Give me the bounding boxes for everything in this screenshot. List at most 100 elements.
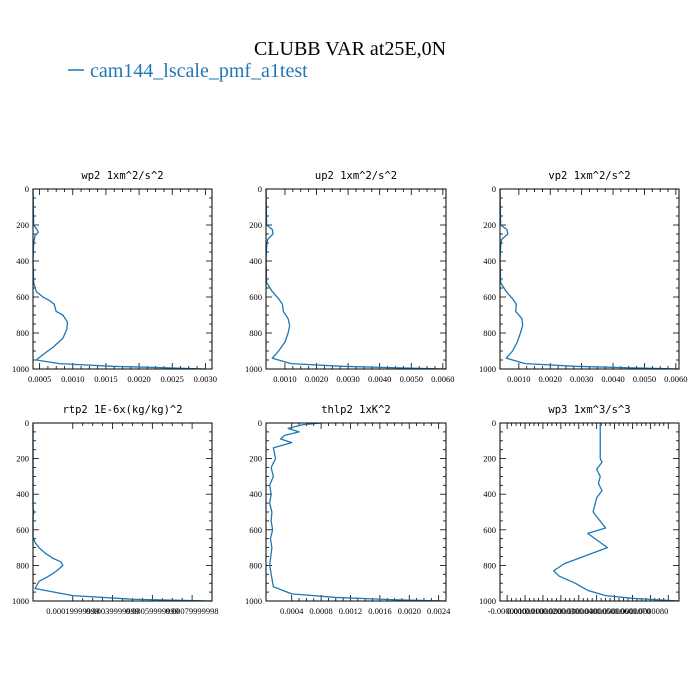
- x-tick-label: 0.0060: [431, 374, 454, 384]
- y-tick-label: 600: [483, 525, 496, 535]
- panel-5: thlp2 1xK^2 0 200 400 600 800 1000 0.0004 0.0008…: [245, 404, 451, 616]
- y-tick-label: 800: [249, 328, 262, 338]
- series-line-1: [269, 422, 447, 602]
- legend-label: cam144_lscale_pmf_a1test: [90, 60, 308, 82]
- panel-title: rtp2 1E-6x(kg/kg)^2: [62, 404, 182, 416]
- panel-title: thlp2 1xK^2: [321, 404, 391, 416]
- panel-6: wp3 1xm^3/s^3 0 200 400 600 800 1000-0.0000010…: [479, 404, 680, 616]
- x-tick-label: 0.0020: [398, 606, 421, 616]
- x-tick-label: 0.0000070: [614, 606, 650, 616]
- x-tick-label: 0.0004: [280, 606, 304, 616]
- y-tick-label: 800: [249, 560, 262, 570]
- y-tick-label: 0: [258, 418, 262, 428]
- x-tick-label: 0.0020: [305, 374, 328, 384]
- panel-3: vp2 1xm^2/s^2 0 200 400 600 800 1000 0.0010 0.00…: [479, 170, 688, 384]
- y-tick-label: 800: [16, 560, 29, 570]
- x-tick-label: 0.0030: [336, 374, 359, 384]
- x-tick-label: 0.0000030: [543, 606, 579, 616]
- figure-title: CLUBB VAR at25E,0N: [254, 38, 446, 60]
- series-line-1: [32, 423, 213, 602]
- y-tick-label: 200: [483, 454, 496, 464]
- y-tick-label: 200: [16, 220, 29, 230]
- x-tick-label: 0.0010: [507, 374, 530, 384]
- x-tick-label: 0.0010: [61, 374, 84, 384]
- x-tick-label: 0.0016: [368, 606, 391, 616]
- y-tick-label: 600: [483, 292, 496, 302]
- x-tick-label: 0.0000050: [579, 606, 615, 616]
- x-tick-label: 0.0005: [28, 374, 51, 384]
- x-tick-label: 0.0010: [273, 374, 296, 384]
- x-tick-label: 0.00039999999: [86, 606, 139, 616]
- series-line-1: [32, 188, 206, 370]
- y-tick-label: 600: [16, 292, 29, 302]
- y-tick-label: 1000: [12, 364, 29, 374]
- panel-title: wp2 1xm^2/s^2: [81, 170, 163, 182]
- legend: cam144_lscale_pmf_a1test: [68, 60, 308, 82]
- y-tick-label: 1000: [245, 364, 262, 374]
- panel-4: rtp2 1E-6x(kg/kg)^2 0 200 400 600 800 1000 0.00…: [12, 404, 219, 616]
- x-tick-label: 0.00079999998: [166, 606, 219, 616]
- y-tick-label: 1000: [479, 364, 496, 374]
- y-tick-label: 600: [16, 525, 29, 535]
- y-tick-label: 0: [492, 184, 496, 194]
- y-tick-label: 400: [483, 489, 496, 499]
- panel-title: wp3 1xm^3/s^3: [548, 404, 630, 416]
- x-tick-label: 0.0040: [601, 374, 624, 384]
- y-tick-label: 200: [483, 220, 496, 230]
- plot-frame: [32, 422, 213, 602]
- y-tick-label: 200: [16, 454, 29, 464]
- y-tick-label: 800: [483, 328, 496, 338]
- x-tick-label: 0.0015: [94, 374, 117, 384]
- x-tick-label: 0.0000080: [632, 606, 668, 616]
- x-tick-label: 0.0000020: [525, 606, 561, 616]
- y-tick-label: 800: [483, 560, 496, 570]
- y-tick-label: 0: [25, 184, 29, 194]
- series-line-1: [265, 188, 447, 370]
- x-tick-label: 0.0050: [400, 374, 423, 384]
- y-tick-label: 0: [25, 418, 29, 428]
- x-tick-label: 0.0008: [309, 606, 332, 616]
- x-tick-label: 0.00019999999: [46, 606, 99, 616]
- x-tick-label: 0.0000060: [596, 606, 632, 616]
- plot-frame: [32, 188, 213, 370]
- y-tick-label: 0: [258, 184, 262, 194]
- y-tick-label: 1000: [12, 596, 29, 606]
- plot-frame: [499, 188, 680, 370]
- plot-frame: [265, 188, 447, 370]
- series-line-1: [553, 423, 680, 602]
- y-tick-label: 400: [249, 489, 262, 499]
- y-tick-label: 600: [249, 525, 262, 535]
- plot-frame: [499, 422, 680, 602]
- y-tick-label: 600: [249, 292, 262, 302]
- x-tick-label: 0.0060: [664, 374, 687, 384]
- y-tick-label: 0: [492, 418, 496, 428]
- panel-title: vp2 1xm^2/s^2: [548, 170, 630, 182]
- panel-2: up2 1xm^2/s^2 0 200 400 600 800 1000 0.0010 0.00…: [245, 170, 455, 384]
- x-tick-label: 0.0020: [127, 374, 150, 384]
- y-tick-label: 400: [249, 256, 262, 266]
- y-tick-label: 400: [16, 489, 29, 499]
- y-tick-label: 200: [249, 220, 262, 230]
- x-tick-label: -0.0000010: [488, 606, 527, 616]
- x-tick-label: 0.0025: [161, 374, 184, 384]
- series-line-1: [499, 188, 680, 370]
- y-tick-label: 800: [16, 328, 29, 338]
- x-tick-label: 0.0030: [570, 374, 593, 384]
- panel-title: up2 1xm^2/s^2: [315, 170, 397, 182]
- y-tick-label: 400: [483, 256, 496, 266]
- y-tick-label: 1000: [479, 596, 496, 606]
- x-tick-label: 0.0050: [633, 374, 656, 384]
- x-tick-label: 0.00059999999: [126, 606, 179, 616]
- x-tick-label: 0.0040: [368, 374, 391, 384]
- plot-frame: [265, 422, 447, 602]
- x-tick-label: 0.0030: [194, 374, 217, 384]
- y-tick-label: 1000: [245, 596, 262, 606]
- y-tick-label: 400: [16, 256, 29, 266]
- x-tick-label: 0.0020: [539, 374, 562, 384]
- x-tick-label: 0.0012: [339, 606, 362, 616]
- x-tick-label: 0.0000040: [561, 606, 597, 616]
- x-tick-label: 0.0024: [427, 606, 451, 616]
